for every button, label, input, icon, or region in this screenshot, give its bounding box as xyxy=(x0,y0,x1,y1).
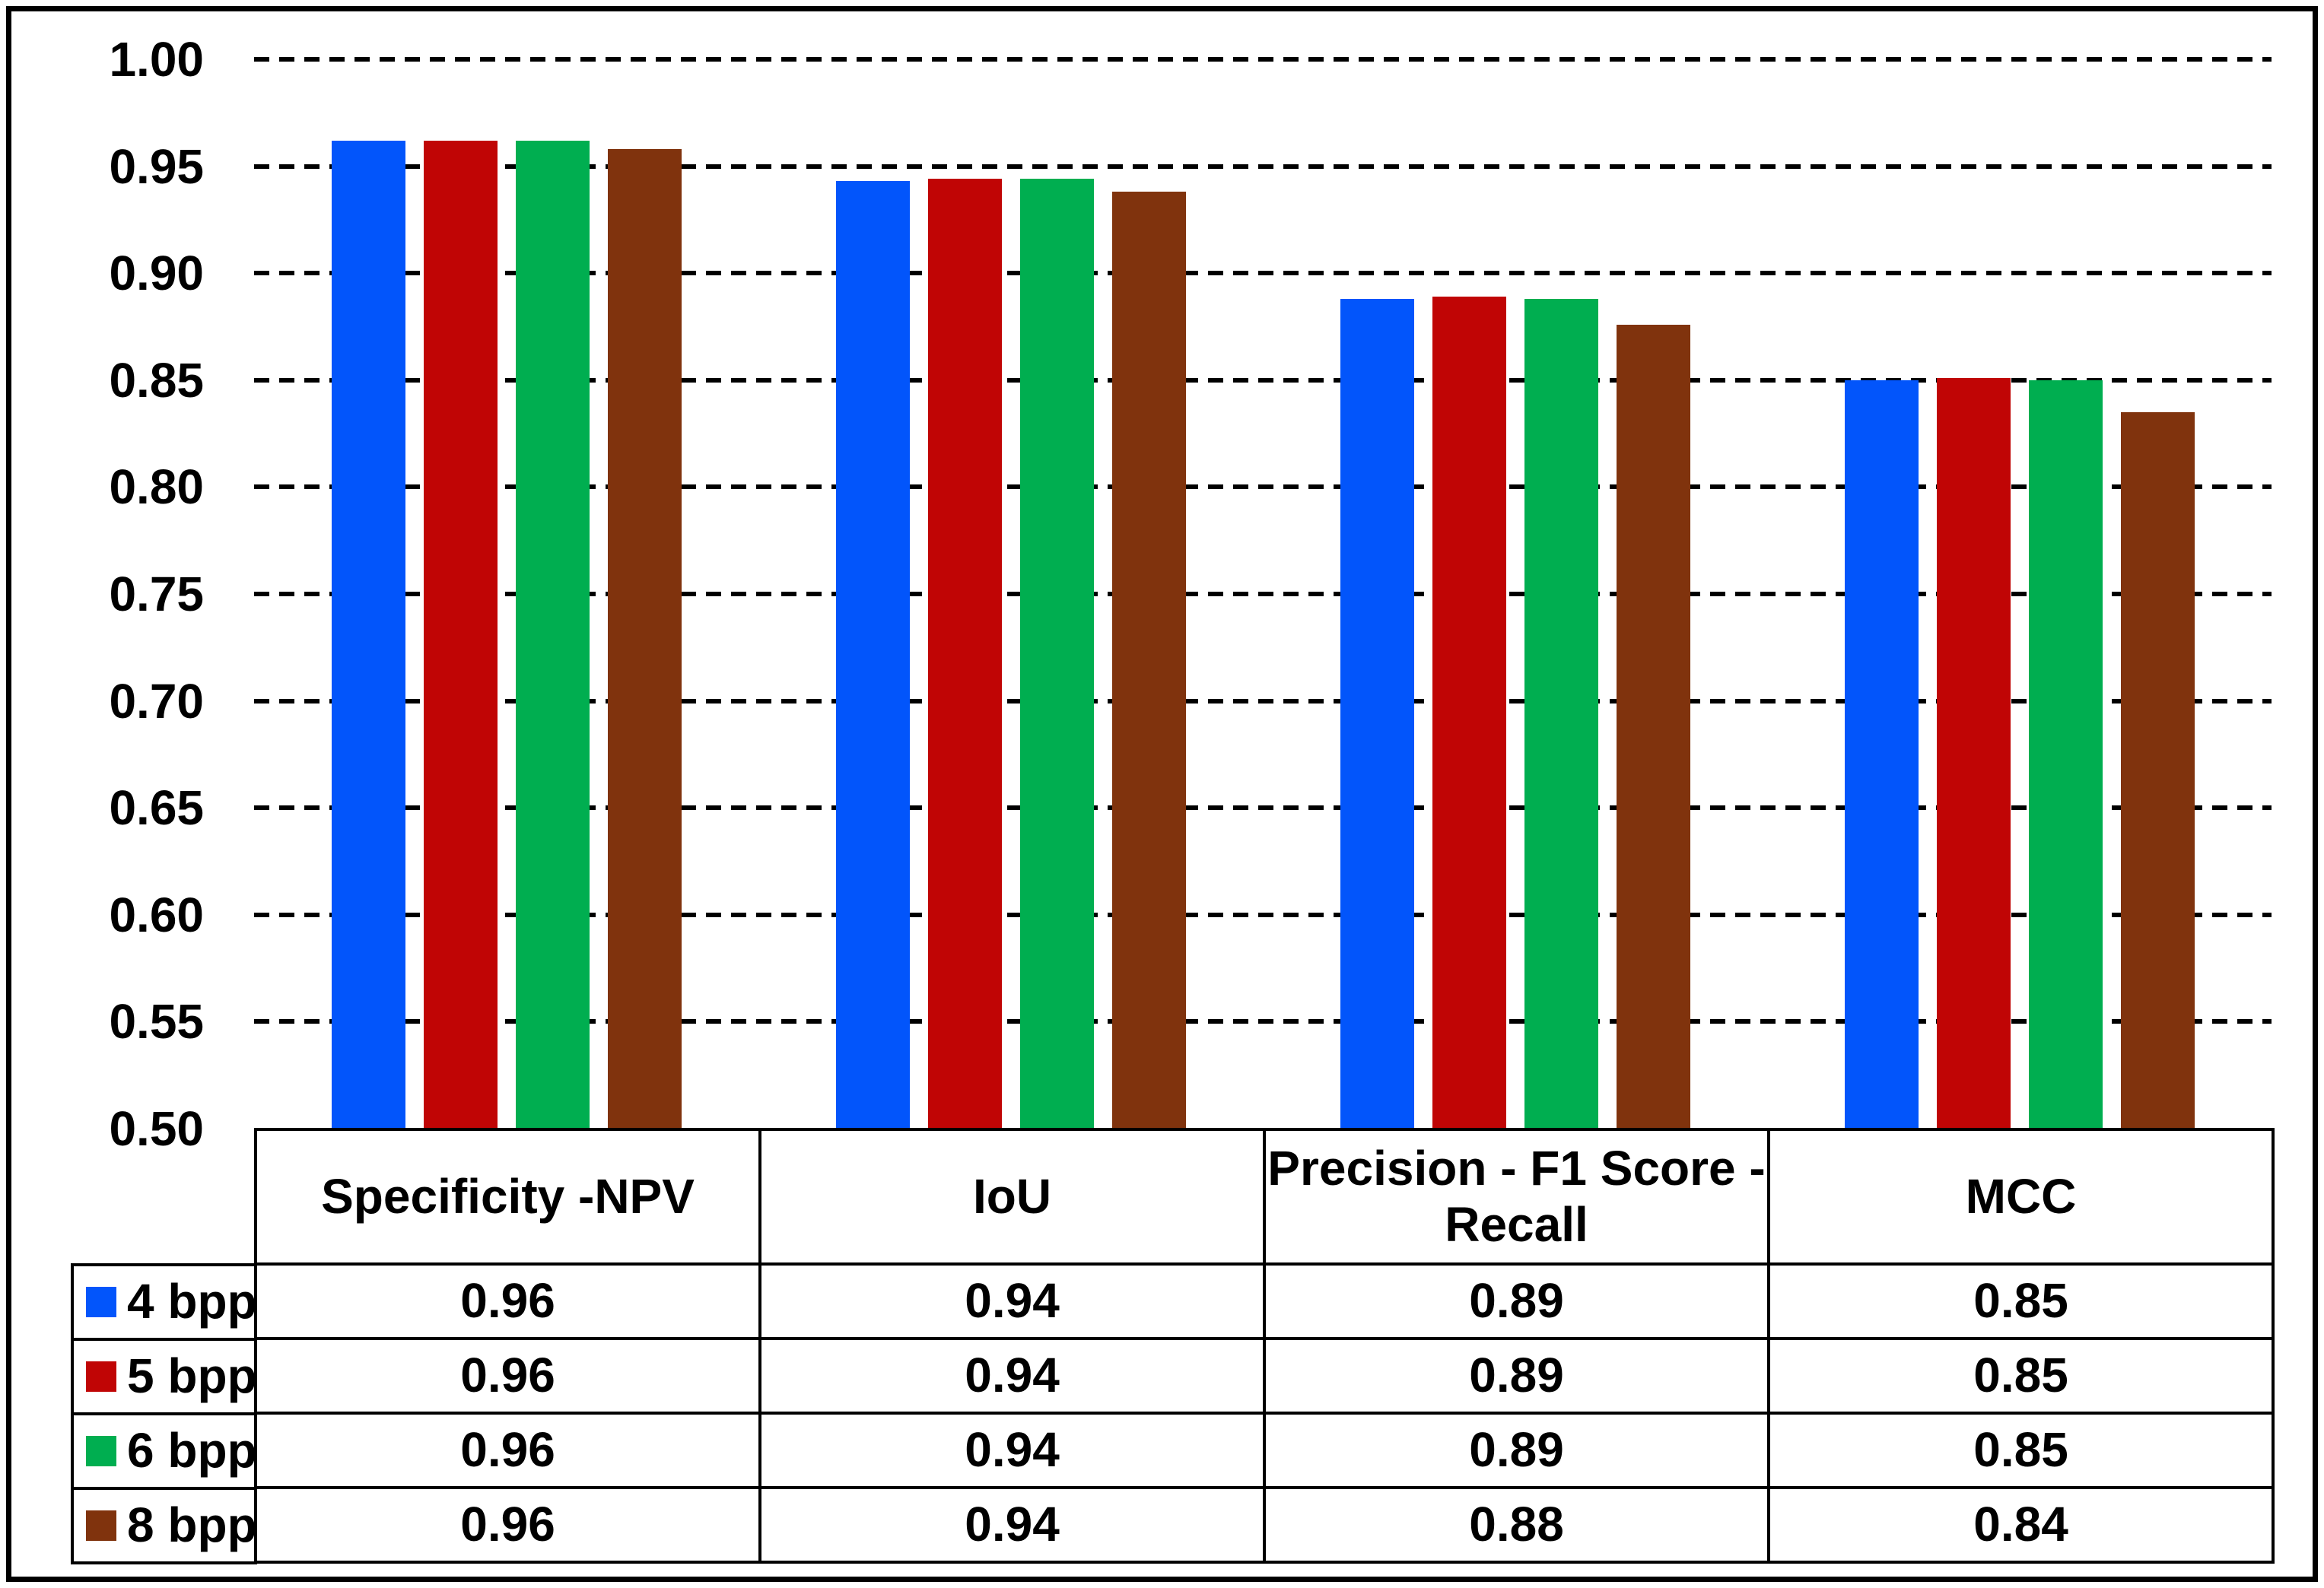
legend-cell: 8 bpp xyxy=(72,1488,257,1563)
bar-6-bpp-group3 xyxy=(1524,298,1598,1129)
bar-8-bpp-group3 xyxy=(1616,324,1690,1129)
value-cell: 0.88 xyxy=(1264,1488,1769,1562)
bar-4-bpp-group2 xyxy=(835,181,910,1129)
value-cell: 0.96 xyxy=(256,1488,760,1562)
gridline xyxy=(254,698,2272,703)
legend-cell: 4 bpp xyxy=(72,1265,257,1339)
outer-frame xyxy=(6,6,2318,1582)
gridline xyxy=(254,164,2272,169)
gridline xyxy=(254,377,2272,383)
y-axis-tick-label: 0.85 xyxy=(109,352,204,408)
bar-6-bpp-group1 xyxy=(515,140,590,1129)
y-axis-tick-label: 1.00 xyxy=(109,32,204,87)
value-cell: 0.85 xyxy=(1769,1264,2273,1339)
legend-cell: 6 bpp xyxy=(72,1414,257,1488)
gridline xyxy=(254,484,2272,490)
y-axis-tick-label: 0.55 xyxy=(109,994,204,1050)
metric-header-cell: MCC xyxy=(1769,1129,2273,1264)
value-cell: 0.94 xyxy=(760,1413,1264,1488)
metric-header-cell: Precision - F1 Score - Recall xyxy=(1264,1129,1769,1264)
value-cell: 0.94 xyxy=(760,1488,1264,1562)
value-cell: 0.89 xyxy=(1264,1413,1769,1488)
value-cell: 0.85 xyxy=(1769,1413,2273,1488)
value-cell: 0.89 xyxy=(1264,1339,1769,1413)
data-table: Specificity -NPV IoU Precision - F1 Score … xyxy=(254,1128,2275,1564)
value-cell: 0.94 xyxy=(760,1339,1264,1413)
legend-swatch xyxy=(86,1287,116,1317)
gridline xyxy=(254,912,2272,917)
bar-4-bpp-group3 xyxy=(1340,298,1414,1129)
bar-5-bpp-group4 xyxy=(1936,377,2011,1129)
value-cell: 0.89 xyxy=(1264,1264,1769,1339)
legend-swatch xyxy=(86,1361,116,1392)
value-cell: 0.96 xyxy=(256,1413,760,1488)
y-axis-tick-label: 0.60 xyxy=(109,887,204,942)
value-cell: 0.85 xyxy=(1769,1339,2273,1413)
gridline xyxy=(254,57,2272,62)
legend-cell: 5 bpp xyxy=(72,1339,257,1414)
value-cell: 0.96 xyxy=(256,1339,760,1413)
value-cell: 0.94 xyxy=(760,1264,1264,1339)
legend-label: 8 bpp xyxy=(127,1497,257,1553)
y-axis-tick-label: 0.50 xyxy=(109,1101,204,1156)
bar-4-bpp-group4 xyxy=(1844,380,1919,1129)
y-axis-tick-label: 0.65 xyxy=(109,780,204,836)
legend-label: 4 bpp xyxy=(127,1274,257,1329)
gridline xyxy=(254,592,2272,596)
bar-5-bpp-group3 xyxy=(1432,297,1506,1129)
legend-label: 6 bpp xyxy=(127,1423,257,1478)
legend-swatch xyxy=(86,1436,116,1466)
bar-8-bpp-group1 xyxy=(607,149,682,1129)
metric-header-cell: IoU xyxy=(760,1129,1264,1264)
metric-header-cell: Specificity -NPV xyxy=(256,1129,760,1264)
bar-8-bpp-group4 xyxy=(2120,411,2195,1129)
gridline xyxy=(254,271,2272,276)
legend-swatch xyxy=(86,1510,116,1541)
bar-8-bpp-group2 xyxy=(1111,192,1186,1129)
value-cell: 0.84 xyxy=(1769,1488,2273,1562)
gridline xyxy=(254,805,2272,811)
gridline xyxy=(254,1019,2272,1024)
bar-6-bpp-group2 xyxy=(1019,179,1094,1129)
value-cell: 0.96 xyxy=(256,1264,760,1339)
bar-5-bpp-group1 xyxy=(423,140,498,1129)
bar-6-bpp-group4 xyxy=(2028,380,2103,1129)
y-axis-tick-label: 0.95 xyxy=(109,138,204,194)
bar-4-bpp-group1 xyxy=(331,140,405,1129)
legend-column: 4 bpp 5 bpp 6 bpp 8 bpp xyxy=(71,1263,257,1564)
y-axis-tick-label: 0.90 xyxy=(109,246,204,301)
y-axis-tick-label: 0.75 xyxy=(109,567,204,621)
y-axis-tick-label: 0.70 xyxy=(109,673,204,729)
legend-label: 5 bpp xyxy=(127,1348,257,1404)
bar-5-bpp-group2 xyxy=(927,179,1002,1129)
y-axis-tick-label: 0.80 xyxy=(109,459,204,515)
